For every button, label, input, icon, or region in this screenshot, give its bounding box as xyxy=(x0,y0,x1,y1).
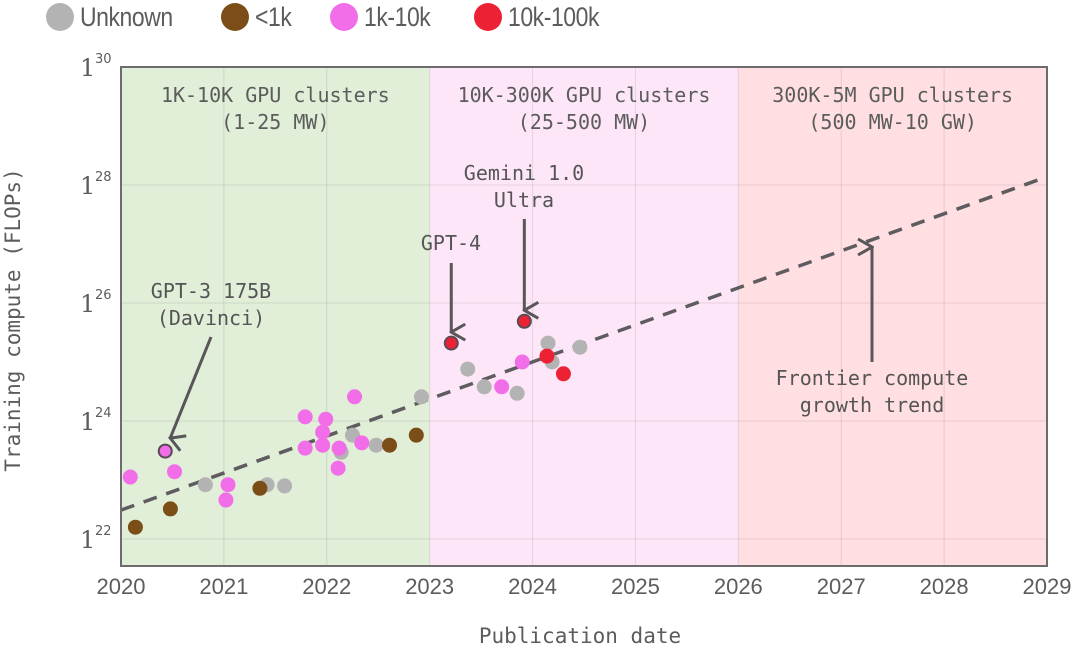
data-point[interactable] xyxy=(413,389,429,405)
region-band xyxy=(429,67,739,566)
data-point[interactable] xyxy=(514,354,530,370)
frame-layer xyxy=(120,66,1048,567)
data-point[interactable] xyxy=(347,389,363,405)
legend-label: <1k xyxy=(255,1,292,32)
data-point[interactable] xyxy=(315,424,331,440)
x-tick-label: 2021 xyxy=(199,574,248,599)
data-point[interactable] xyxy=(315,437,331,453)
legend-swatch-1k-10k xyxy=(329,3,358,31)
annotation-label: (Davinci) xyxy=(157,306,265,330)
x-tick-label: 2024 xyxy=(508,574,557,599)
data-point-annotated[interactable] xyxy=(443,335,459,351)
data-point[interactable] xyxy=(509,385,525,401)
region-label-power: (500 MW-10 GW) xyxy=(808,110,977,134)
data-point[interactable] xyxy=(331,440,347,456)
data-point[interactable] xyxy=(252,480,268,496)
y-tick-exponent: 26 xyxy=(95,288,112,303)
y-axis-label: Training compute (FLOPs) xyxy=(1,168,25,471)
data-point[interactable] xyxy=(122,469,138,485)
annotation-label: GPT-3 175B xyxy=(151,279,271,303)
legend-swatch-unknown xyxy=(46,3,74,31)
trend-label: Frontier compute xyxy=(776,366,969,390)
data-point[interactable] xyxy=(382,437,398,453)
region-band xyxy=(121,67,430,566)
y-tick-exponent: 30 xyxy=(95,52,112,67)
x-tick-label: 2025 xyxy=(611,574,660,599)
region-label-power: (25-500 MW) xyxy=(518,110,650,134)
data-point[interactable] xyxy=(220,477,236,493)
y-tick-label: 1 xyxy=(80,172,95,200)
legend-label: Unknown xyxy=(80,1,173,32)
data-point[interactable] xyxy=(572,339,588,355)
data-point[interactable] xyxy=(539,348,555,364)
data-point[interactable] xyxy=(555,366,571,382)
annotation-label: GPT-4 xyxy=(421,231,481,255)
x-tick-label: 2029 xyxy=(1023,574,1072,599)
data-point[interactable] xyxy=(127,519,143,535)
y-tick-exponent: 28 xyxy=(95,170,112,185)
x-tick-label: 2023 xyxy=(405,574,454,599)
region-label-power: (1-25 MW) xyxy=(221,110,329,134)
data-point[interactable] xyxy=(162,501,178,517)
points-layer xyxy=(122,313,588,535)
region-labels-layer: 1K-10K GPU clusters (1-25 MW) 10K-300K GPU… xyxy=(161,83,1013,134)
y-tick-label: 1 xyxy=(80,408,95,436)
data-point-annotated[interactable] xyxy=(516,313,532,329)
data-point[interactable] xyxy=(277,478,293,494)
y-tick-label: 1 xyxy=(80,54,95,82)
data-point[interactable] xyxy=(297,409,313,425)
annotation-arrow xyxy=(170,336,213,438)
legend-item-unknown[interactable]: Unknown xyxy=(46,2,189,33)
legend-swatch-10k-100k xyxy=(473,3,502,31)
data-point[interactable] xyxy=(368,437,384,453)
data-point[interactable] xyxy=(318,411,334,427)
legend: Unknown <1k 1k-10k 10k-100k xyxy=(46,0,647,34)
x-tick-label: 2020 xyxy=(97,574,146,599)
plot-frame xyxy=(120,66,1048,567)
data-point-annotated[interactable] xyxy=(157,443,173,459)
data-point[interactable] xyxy=(540,335,556,351)
data-point[interactable] xyxy=(330,460,346,476)
annotation-label: Gemini 1.0 xyxy=(464,161,584,185)
y-tick-label: 1 xyxy=(80,526,95,554)
regions-layer xyxy=(121,67,1047,566)
y-tick-label: 1 xyxy=(80,290,95,318)
region-label-title: 1K-10K GPU clusters xyxy=(161,83,390,107)
data-point[interactable] xyxy=(460,361,476,377)
data-point[interactable] xyxy=(476,379,492,395)
x-axis-label: Publication date xyxy=(479,624,681,648)
annotations-layer: GPT-3 175B (Davinci) GPT-4 Gemini 1.0 Ultra F… xyxy=(151,161,969,438)
x-tick-label: 2027 xyxy=(817,574,866,599)
legend-swatch-lt1k xyxy=(221,3,250,31)
x-tick-label: 2022 xyxy=(302,574,351,599)
data-point[interactable] xyxy=(297,440,313,456)
region-label-title: 300K-5M GPU clusters xyxy=(772,83,1013,107)
y-tick-exponent: 24 xyxy=(95,406,112,421)
legend-label: 10k-100k xyxy=(507,1,599,32)
data-point[interactable] xyxy=(408,427,424,443)
data-point[interactable] xyxy=(167,464,183,480)
trend-label: growth trend xyxy=(800,393,945,417)
x-tick-label: 2026 xyxy=(714,574,763,599)
data-point[interactable] xyxy=(218,492,234,508)
data-point[interactable] xyxy=(197,477,213,493)
region-band xyxy=(738,67,1047,566)
region-label-title: 10K-300K GPU clusters xyxy=(458,83,711,107)
data-point[interactable] xyxy=(494,379,510,395)
y-tick-exponent: 22 xyxy=(95,524,112,539)
ticks-layer: 2020 2021 2022 2023 2024 2025 2026 2027 2028 2029… xyxy=(80,52,1071,599)
data-point[interactable] xyxy=(354,435,370,451)
x-tick-label: 2028 xyxy=(920,574,969,599)
legend-item-lt1k[interactable]: <1k xyxy=(221,2,298,33)
legend-label: 1k-10k xyxy=(363,1,431,32)
annotation-label: Ultra xyxy=(494,188,554,212)
legend-item-1k-10k[interactable]: 1k-10k xyxy=(329,1,442,33)
legend-item-10k-100k[interactable]: 10k-100k xyxy=(473,1,615,33)
